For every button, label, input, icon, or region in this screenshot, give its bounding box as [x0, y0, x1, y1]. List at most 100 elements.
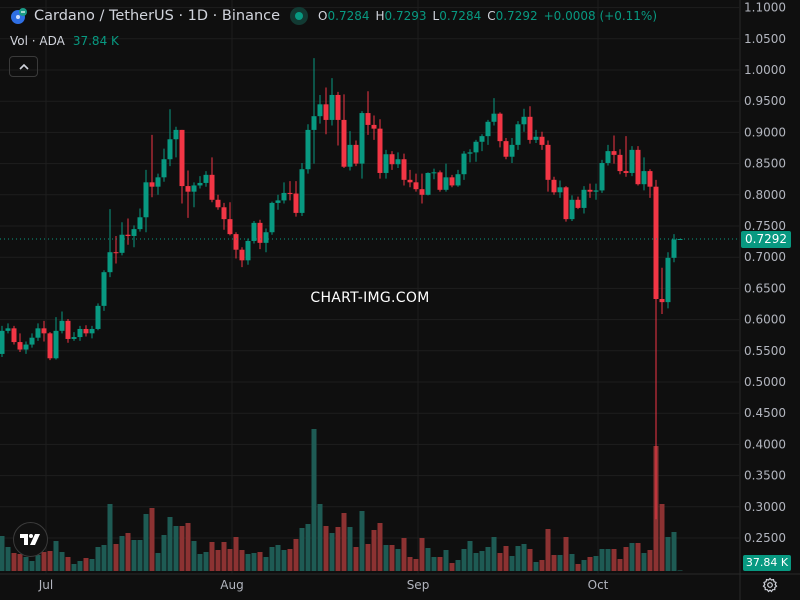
candle-body [365, 113, 371, 125]
volume-bar [497, 553, 503, 571]
settings-gear-icon[interactable] [762, 577, 778, 593]
candle-body [299, 169, 305, 213]
time-axis[interactable]: Jul Aug Sep Oct [38, 578, 609, 592]
candle [401, 153, 407, 186]
candle-body [611, 151, 617, 155]
collapse-legend-button[interactable] [9, 56, 38, 77]
candle-body [473, 141, 479, 153]
low-value: 0.7284 [439, 9, 482, 23]
time-tick-label: Aug [220, 578, 243, 592]
candle [269, 201, 275, 235]
volume-bar [299, 528, 305, 571]
ohlc-values: O0.7284 H0.7293 L0.7284 C0.7292 +0.0008 … [318, 9, 657, 23]
volume-bar [383, 545, 389, 571]
price-tick-label: 0.7000 [744, 250, 786, 264]
chevron-up-icon [18, 63, 29, 70]
volume-bar [659, 504, 665, 571]
volume-bar [251, 553, 257, 571]
candle [5, 323, 11, 334]
candle [503, 138, 509, 160]
candle-body [29, 337, 35, 345]
candle [263, 228, 269, 253]
candle-body [533, 136, 539, 140]
volume-bar [305, 524, 311, 571]
price-tick-label: 0.6500 [744, 281, 786, 295]
symbol-title[interactable]: Cardano / TetherUS · 1D · Binance [34, 8, 281, 24]
candle [539, 131, 545, 150]
tradingview-logo-icon[interactable] [13, 522, 48, 557]
volume-bar [233, 537, 239, 571]
volume-bar [401, 538, 407, 571]
candle-body [431, 172, 437, 174]
candle-body [245, 240, 251, 261]
volume-bar [227, 549, 233, 571]
candle-body [353, 144, 359, 164]
candle [665, 252, 671, 309]
volume-bar [239, 550, 245, 571]
volume-bar [221, 542, 227, 571]
candle [635, 146, 641, 186]
volume-bar [113, 544, 119, 571]
price-tick-label: 0.4500 [744, 406, 786, 420]
candle [545, 140, 551, 192]
candle-body [515, 124, 521, 145]
candle [83, 325, 89, 337]
candle [515, 121, 521, 150]
volume-bar [359, 511, 365, 571]
candle [335, 91, 341, 146]
volume-bar [485, 547, 491, 571]
candle-body [23, 344, 29, 350]
volume-label[interactable]: Vol · ADA [10, 34, 65, 48]
candle [227, 202, 233, 236]
volume-bar [53, 541, 59, 571]
price-tick-label: 0.4000 [744, 437, 786, 451]
candle-body [407, 179, 413, 183]
volume-bar [665, 537, 671, 571]
candle [527, 106, 533, 144]
candle-body [461, 153, 467, 175]
candle-body [377, 128, 383, 173]
candle [149, 134, 155, 198]
last-price-tag: 0.7292 [741, 231, 791, 248]
candle [575, 196, 581, 210]
volume-bar [365, 544, 371, 571]
volume-bar [17, 554, 23, 571]
candle-body [83, 328, 89, 334]
price-axis[interactable]: 1.1000 1.0500 1.0000 0.9500 0.9000 0.8500 0.80… [744, 1, 786, 545]
candle-body [239, 249, 245, 261]
volume-bar [167, 517, 173, 571]
candle [191, 182, 197, 208]
volume-bar [65, 557, 71, 571]
candle [521, 108, 527, 132]
candle [323, 87, 329, 135]
candle [89, 325, 95, 339]
candle-body [125, 234, 131, 236]
volume-bar [581, 560, 587, 571]
candle [215, 194, 221, 210]
volume-bar [425, 548, 431, 571]
volume-bars [0, 429, 683, 571]
candle [359, 111, 365, 179]
candle [251, 221, 257, 244]
candle [647, 169, 653, 198]
high-key: H [375, 9, 385, 23]
volume-value: 37.84 K [72, 34, 119, 48]
candle-body [149, 182, 155, 187]
volume-bar [173, 526, 179, 571]
candle [413, 173, 419, 192]
candle [557, 180, 563, 198]
volume-bar [95, 547, 101, 571]
candle [203, 171, 209, 187]
volume-bar [599, 549, 605, 571]
volume-legend: Vol · ADA 37.84 K [10, 34, 119, 48]
time-tick-label: Sep [407, 578, 430, 592]
candle-body [509, 144, 515, 157]
candle-body [179, 129, 185, 187]
candle-body [401, 159, 407, 180]
volume-bar [629, 543, 635, 571]
candle [101, 270, 107, 311]
candle [473, 139, 479, 162]
candle [563, 186, 569, 222]
